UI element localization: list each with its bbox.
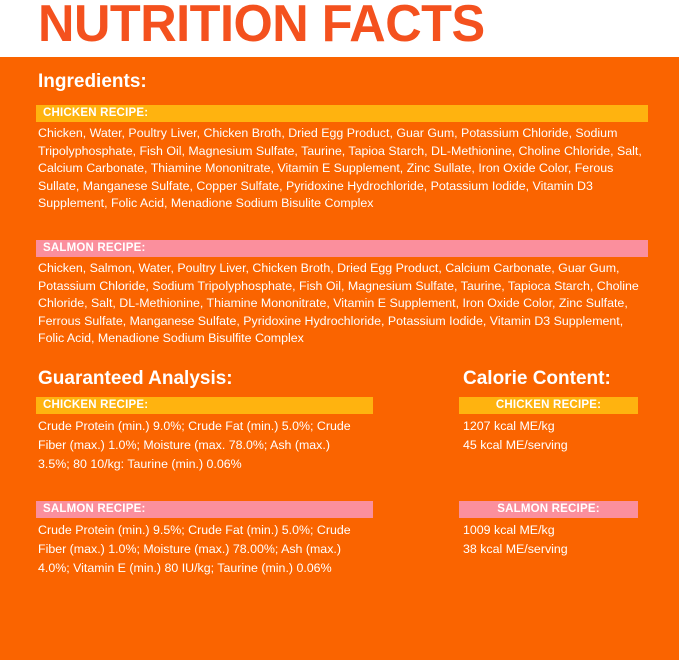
guaranteed-analysis-salmon-label: SALMON RECIPE: — [36, 501, 373, 518]
ingredients-salmon-text: Chicken, Salmon, Water, Poultry Liver, C… — [38, 261, 639, 346]
calorie-content-chicken-label: CHICKEN RECIPE: — [459, 397, 638, 414]
guaranteed-analysis-chicken-label: CHICKEN RECIPE: — [36, 397, 373, 414]
ingredients-chicken-label: CHICKEN RECIPE: — [36, 105, 648, 122]
calorie-content-chicken-line2: 45 kcal ME/serving — [463, 438, 568, 452]
guaranteed-analysis-chicken-text: Crude Protein (min.) 9.0%; Crude Fat (mi… — [38, 419, 351, 471]
title-area: NUTRITION FACTS — [0, 0, 679, 57]
calorie-content-chicken-line1: 1207 kcal ME/kg — [463, 419, 555, 433]
guaranteed-analysis-heading: Guaranteed Analysis: — [38, 368, 233, 389]
calorie-content-heading: Calorie Content: — [463, 368, 611, 389]
ingredients-salmon-label: SALMON RECIPE: — [36, 240, 648, 257]
calorie-content-salmon-line1: 1009 kcal ME/kg — [463, 523, 555, 537]
page-title: NUTRITION FACTS — [38, 0, 485, 53]
calorie-content-salmon-line2: 38 kcal ME/serving — [463, 542, 568, 556]
calorie-content-salmon-label: SALMON RECIPE: — [459, 501, 638, 518]
orange-content-panel: Ingredients: CHICKEN RECIPE: Chicken, Wa… — [0, 57, 679, 660]
ingredients-heading: Ingredients: — [38, 71, 147, 92]
ingredients-chicken-text: Chicken, Water, Poultry Liver, Chicken B… — [38, 126, 642, 211]
guaranteed-analysis-salmon-text: Crude Protein (min.) 9.5%; Crude Fat (mi… — [38, 523, 351, 575]
